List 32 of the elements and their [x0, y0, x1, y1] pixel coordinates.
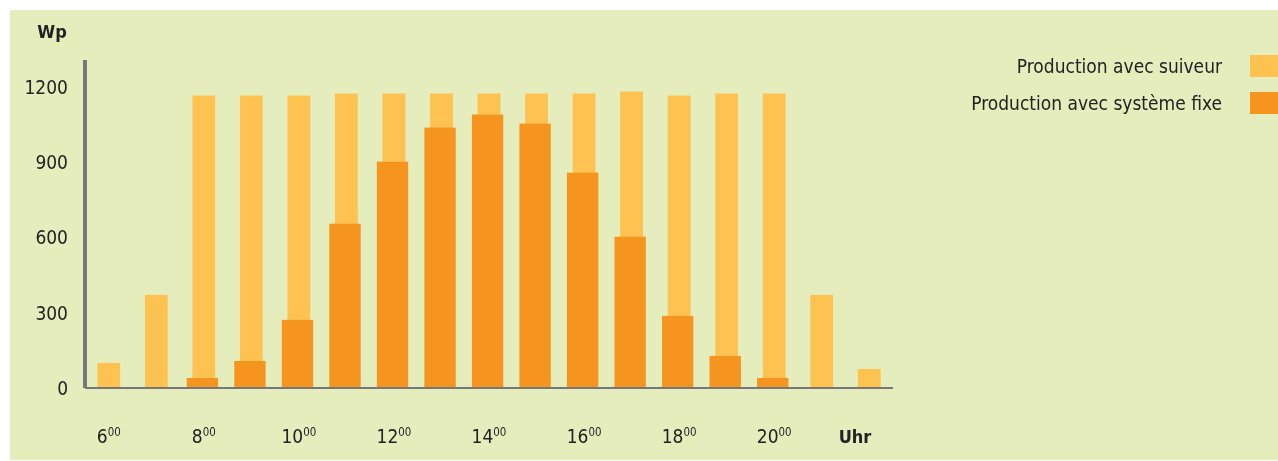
x-axis-title: Uhr — [838, 426, 872, 447]
bar — [614, 236, 646, 388]
x-tick-label: 6$^{00}$ — [96, 425, 121, 447]
bar — [376, 161, 409, 388]
bar — [566, 172, 599, 388]
x-tick-label: 14$^{00}$ — [471, 425, 507, 447]
x-tick-label: 18$^{00}$ — [661, 425, 697, 447]
y-axis-title: Wp — [37, 21, 67, 42]
y-tick-label: 900 — [35, 151, 68, 174]
y-tick-label: 300 — [35, 301, 68, 324]
y-tick-label: 0 — [57, 376, 68, 399]
bar — [810, 294, 834, 388]
y-tick-label: 1200 — [24, 76, 68, 99]
bar — [97, 362, 121, 388]
x-tick-label: 20$^{00}$ — [756, 425, 792, 447]
bar — [709, 355, 741, 388]
bar — [281, 319, 314, 388]
bar — [857, 368, 881, 388]
bar — [662, 315, 694, 388]
bar — [329, 223, 361, 388]
bar — [471, 114, 504, 388]
y-tick-label: 600 — [35, 226, 68, 249]
legend-label: Production avec système fixe — [971, 91, 1222, 114]
bar — [519, 123, 551, 388]
bar — [234, 360, 266, 388]
bar — [144, 294, 168, 388]
x-tick-label: 12$^{00}$ — [376, 425, 412, 447]
x-tick-label: 10$^{00}$ — [281, 425, 317, 447]
legend-label: Production avec suiveur — [1016, 54, 1223, 77]
x-tick-label: 8$^{00}$ — [191, 425, 216, 447]
bar — [424, 127, 456, 388]
x-tick-label: 16$^{00}$ — [566, 425, 602, 447]
